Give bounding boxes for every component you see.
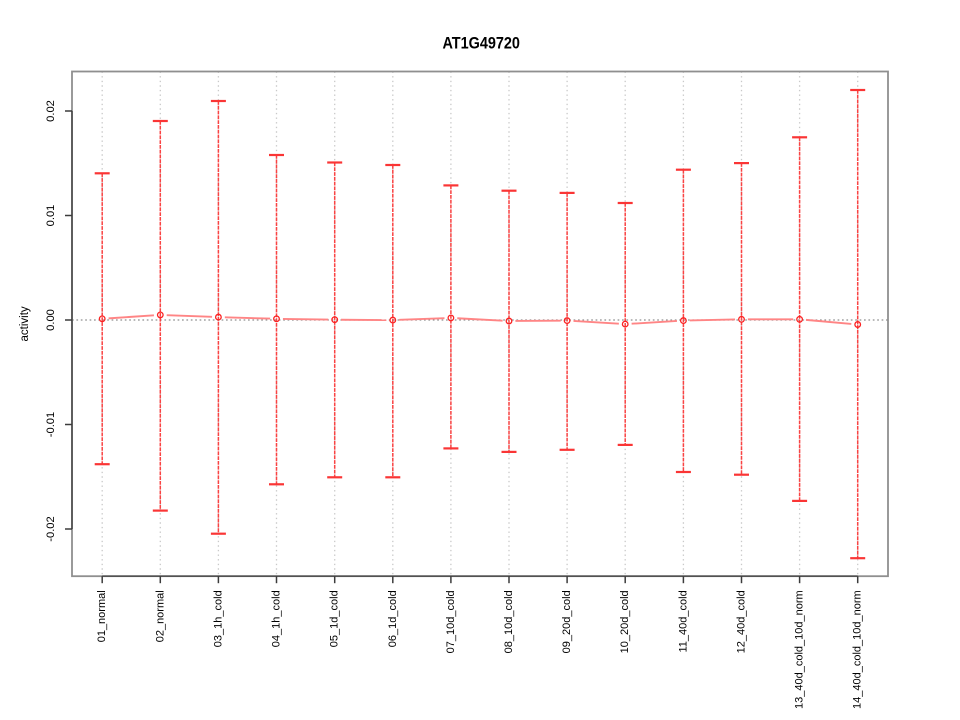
svg-text:01_normal: 01_normal [96,590,108,642]
svg-text:02_normal: 02_normal [154,590,166,642]
svg-text:09_20d_cold: 09_20d_cold [561,590,573,653]
svg-text:06_1d_cold: 06_1d_cold [387,590,399,647]
svg-text:07_10d_cold: 07_10d_cold [445,590,457,653]
svg-text:03_1h_cold: 03_1h_cold [212,590,224,647]
svg-text:13_40d_cold_10d_norm: 13_40d_cold_10d_norm [794,590,806,709]
svg-text:0.02: 0.02 [45,100,57,122]
svg-text:04_1h_cold: 04_1h_cold [271,590,283,647]
svg-text:-0.02: -0.02 [45,516,57,542]
svg-text:14_40d_cold_10d_norm: 14_40d_cold_10d_norm [852,590,864,709]
svg-text:activity: activity [19,306,31,341]
svg-text:-0.01: -0.01 [45,412,57,438]
svg-text:0.01: 0.01 [45,205,57,227]
svg-text:12_40d_cold: 12_40d_cold [736,590,748,653]
svg-text:11_40d_cold: 11_40d_cold [677,590,689,652]
svg-text:0.00: 0.00 [45,309,57,331]
svg-text:05_1d_cold: 05_1d_cold [329,590,341,647]
svg-text:08_10d_cold: 08_10d_cold [503,590,515,653]
svg-text:AT1G49720: AT1G49720 [442,34,520,52]
svg-text:10_20d_cold: 10_20d_cold [619,590,631,653]
